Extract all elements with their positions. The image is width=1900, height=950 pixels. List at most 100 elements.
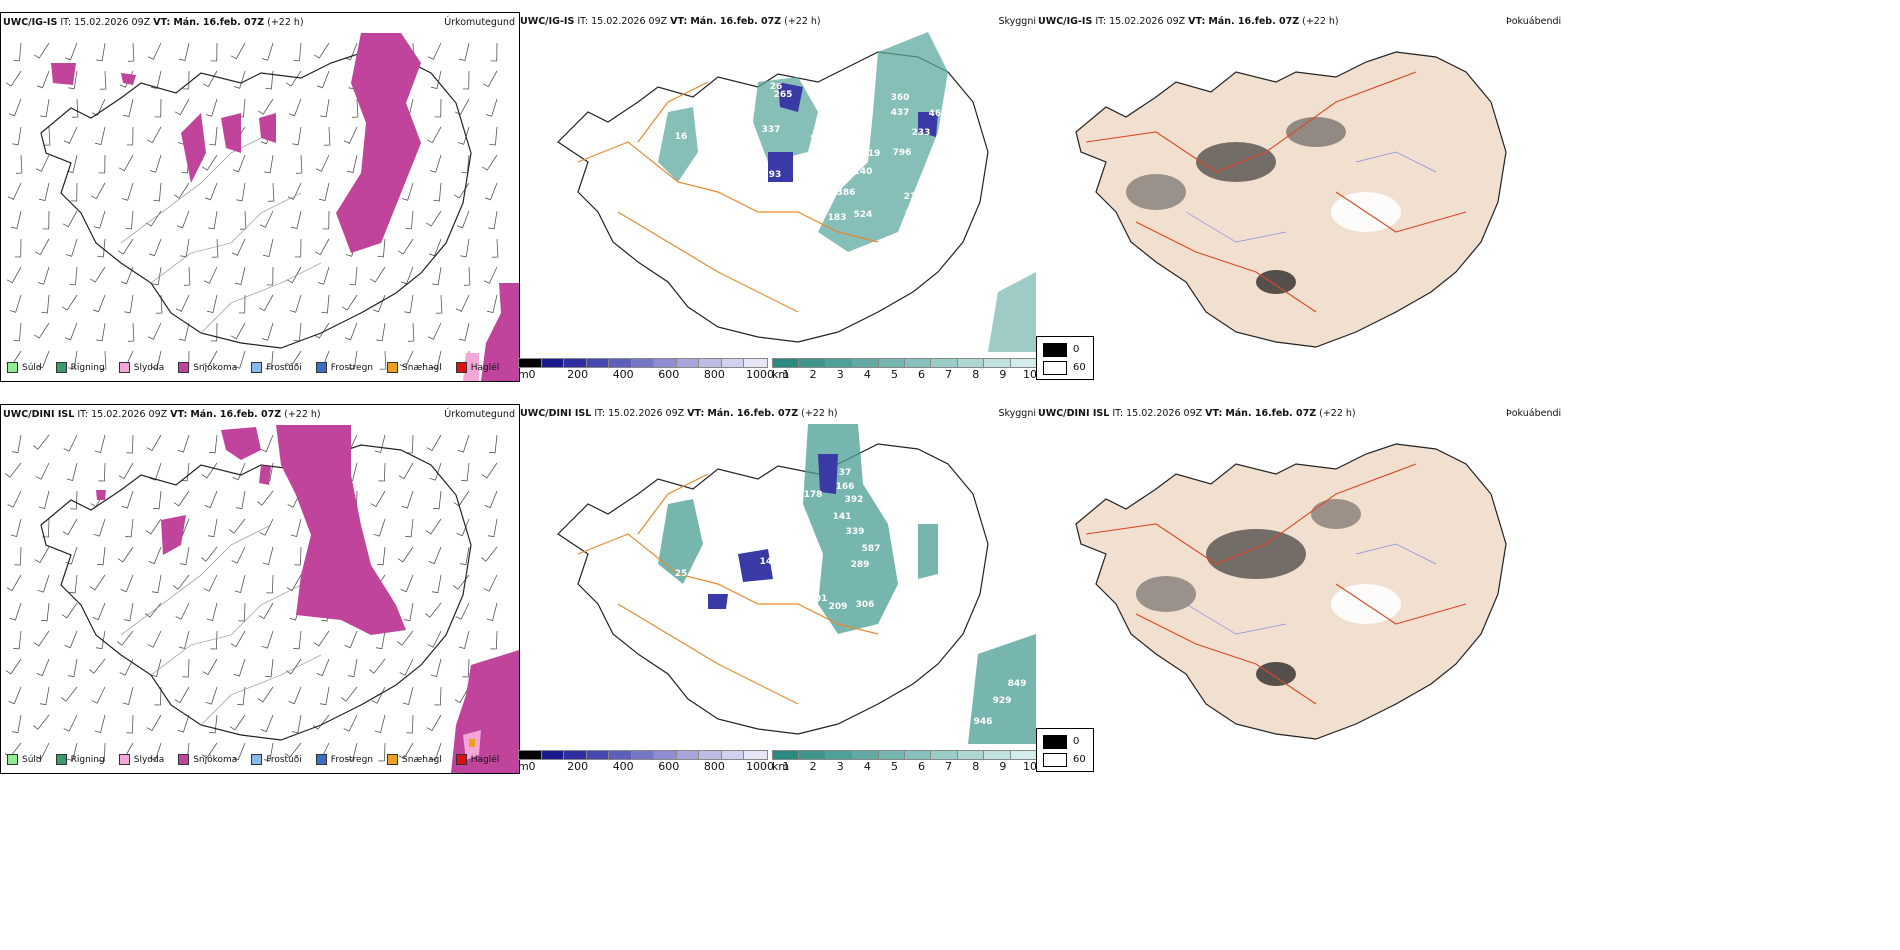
wind-barb xyxy=(181,462,190,482)
wind-barb xyxy=(379,350,387,370)
ceiling-label: 392 xyxy=(845,495,864,505)
wind-barb xyxy=(96,42,106,62)
wind-barb xyxy=(146,714,162,732)
wind-barb xyxy=(292,126,302,146)
wind-barb xyxy=(313,42,330,59)
wind-barb xyxy=(427,630,442,648)
wind-barb xyxy=(230,42,246,60)
wind-barb xyxy=(404,294,414,314)
colorbar-cell xyxy=(720,750,746,760)
colorbar-tick: 5 xyxy=(890,760,898,772)
wind-barb xyxy=(179,322,190,341)
precip-header-row1: UWC/IG-IS IT: 15.02.2026 09Z VT: Mán. 16… xyxy=(3,17,304,28)
legend-swatch xyxy=(315,754,327,765)
ceiling-label: 306 xyxy=(856,600,875,610)
colorbar-cell xyxy=(653,358,678,368)
colorbar-tick: 8 xyxy=(972,368,980,380)
legend-item-snaehagl: Snæhagl xyxy=(387,362,442,373)
colorbar-tick: 7 xyxy=(945,760,953,772)
wind-barb xyxy=(90,182,106,200)
ceiling-label: 467 xyxy=(929,109,948,119)
wind-barb xyxy=(316,658,330,677)
colorbar-tick: 400 xyxy=(612,368,634,380)
wind-barb xyxy=(429,742,442,761)
ceiling-label: 231 xyxy=(934,200,953,210)
wind-barb xyxy=(313,322,330,339)
legend-item-sudd: Súld xyxy=(7,362,42,373)
wind-barb xyxy=(177,714,190,733)
wind-barb xyxy=(406,714,414,734)
ceiling-label: 183 xyxy=(828,213,847,223)
wind-barb xyxy=(35,154,50,172)
wind-barb xyxy=(288,98,302,117)
wind-barb xyxy=(291,210,302,229)
wind-barb xyxy=(154,98,162,118)
wind-barb xyxy=(42,210,50,230)
wind-barb xyxy=(235,490,246,510)
wind-barb xyxy=(265,350,274,370)
wind-barb xyxy=(261,322,274,341)
wind-barb xyxy=(99,350,107,370)
wind-barb xyxy=(482,70,498,88)
wind-barb xyxy=(126,126,134,146)
wind-barb xyxy=(151,350,162,369)
colorbar-cell xyxy=(630,750,656,760)
colorbar-cell xyxy=(904,750,933,760)
wind-barb xyxy=(71,98,79,118)
wind-barb xyxy=(175,294,190,312)
wind-barb xyxy=(452,574,470,590)
wind-barb xyxy=(453,490,470,507)
wind-barb xyxy=(459,546,470,566)
wind-barb xyxy=(288,686,302,705)
wind-barb xyxy=(233,658,246,677)
wind-barb xyxy=(70,182,78,202)
wind-barb xyxy=(293,630,302,650)
wind-barb xyxy=(491,238,499,258)
wind-barb xyxy=(201,154,218,171)
wind-barb xyxy=(155,294,163,314)
wind-barb xyxy=(317,266,330,285)
cloud-panel-row1: UWC/IG-IS IT: 15.02.2026 09Z VT: Mán. 16… xyxy=(518,12,1036,380)
colorbar-cell xyxy=(563,750,588,760)
wind-barb xyxy=(238,294,246,314)
wind-barb xyxy=(150,658,162,677)
wind-barb xyxy=(36,350,50,369)
wind-barb xyxy=(210,322,218,342)
wind-barb xyxy=(434,686,442,706)
ceiling-label: 255 xyxy=(813,201,832,211)
wind-barb xyxy=(127,42,135,62)
wind-barb xyxy=(204,490,218,509)
colorbar-tick: 600 xyxy=(658,368,680,380)
wind-barb xyxy=(89,574,106,591)
colorbar-cell xyxy=(1009,358,1036,368)
wind-barb xyxy=(60,686,78,702)
vis-colorbar-row1: km 1 2 3 4 5 6 7 8 9 10 xyxy=(772,358,1036,380)
vis-colorbar-row2: km 1 2 3 4 5 6 7 8 9 10 xyxy=(772,750,1036,772)
wind-barb xyxy=(453,182,470,199)
colorbar-tick: 3 xyxy=(836,368,844,380)
wind-barb xyxy=(145,210,162,227)
wind-barb xyxy=(69,266,78,286)
ceiling-label: 587 xyxy=(862,544,881,554)
wind-barb xyxy=(35,462,50,480)
wind-barb xyxy=(457,434,470,453)
colorbar-cell xyxy=(824,358,854,368)
wind-barb xyxy=(32,434,50,450)
ceiling-label: 25 xyxy=(675,569,688,579)
wind-barb xyxy=(461,462,470,482)
wind-barb xyxy=(286,574,302,592)
wind-barb xyxy=(173,182,190,199)
wind-barb xyxy=(259,518,274,536)
colorbar-cell xyxy=(720,358,746,368)
colorbar-tick: 8 xyxy=(972,760,980,772)
wind-barb xyxy=(265,658,274,678)
colorbar-tick: 2 xyxy=(809,760,817,772)
wind-barb xyxy=(43,126,51,146)
wind-barb xyxy=(259,210,274,228)
wind-barb xyxy=(487,294,498,313)
colorbar-tick: 600 xyxy=(658,760,680,772)
wind-barb xyxy=(7,490,22,508)
wind-barb xyxy=(261,42,274,61)
colorbar-cell xyxy=(956,750,986,760)
colorbar-cell xyxy=(851,750,880,760)
